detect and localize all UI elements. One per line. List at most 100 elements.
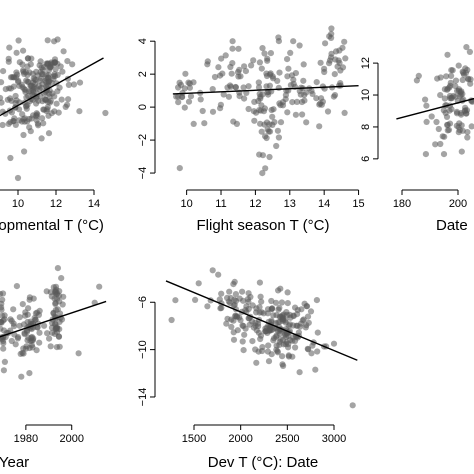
scatter-point [236,295,243,302]
scatter-point [256,90,263,97]
scatter-point [245,83,252,90]
scatter-point [215,271,222,278]
scatter-point [258,65,265,72]
scatter-point [52,66,59,73]
scatter-point [0,325,4,332]
scatter-point [7,154,14,162]
scatter-point [449,67,456,74]
scatter-point [440,107,447,114]
scatter-point [12,341,19,348]
scatter-point [10,306,17,313]
scatter-point [16,106,23,113]
scatter-point [5,55,12,62]
scatter-point [30,295,37,302]
scatter-point [235,45,242,52]
scatter-point [313,297,320,304]
x-tick-label: 200 [449,198,467,210]
scatter-point [228,323,235,330]
scatter-point [35,82,42,90]
x-axis-title: Dev T (°C): Date [208,454,318,471]
scatter-point [467,80,474,87]
y-tick-label: 10 [360,89,372,101]
scatter-point [308,350,315,357]
scatter-point [262,328,269,335]
scatter-point [462,104,469,111]
regression-line [0,300,107,338]
scatter-point [245,290,252,297]
scatter-point [330,340,338,347]
scatter-point [292,111,299,118]
scatter-point [245,105,252,113]
scatter-point [25,305,32,312]
x-tick-label: 13 [284,198,296,210]
scatter-point [38,135,45,142]
scatter-point [40,120,47,127]
scatter-point [276,69,283,76]
x-tick-label: 2500 [275,433,299,445]
scatter-point [175,99,182,106]
scatter-point [182,70,189,77]
scatter-point [28,342,35,349]
scatter-point [70,81,78,88]
y-tick-label: −10 [137,340,149,359]
scatter-point [54,88,61,95]
scatter-point [276,341,283,348]
scatter-point [185,79,192,86]
scatter-point [440,151,448,158]
y-tick-label: −2 [137,134,149,147]
x-tick-label: 2000 [228,433,252,445]
scatter-point [277,119,285,126]
scatter-point [286,321,294,328]
x-tick-label: 12 [249,198,261,210]
scatter-point [284,109,291,116]
scatter-point [307,308,315,315]
scatter-point [230,281,237,288]
scatter-point [10,320,17,327]
scatter-point [459,90,466,98]
scatter-point [49,329,56,336]
scatter-point [260,310,267,317]
scatter-point [264,57,271,64]
scatter-point [41,322,48,329]
scatter-point [211,73,219,81]
scatter-point [228,70,235,77]
scatter-point [245,315,252,322]
scatter-point [253,359,260,366]
scatter-point [337,82,344,89]
scatter-point [342,55,349,62]
x-tick-label: 11 [215,198,226,210]
scatter-point [225,93,232,100]
scatter-point [314,348,321,355]
scatter-point [36,62,43,69]
scatter-point [54,295,61,302]
y-tick-label: 2 [137,71,149,77]
scatter-point [428,113,435,120]
scatter-point [288,72,296,79]
scatter-point [267,50,274,57]
scatter-point [17,350,24,357]
scatter-point [263,70,270,77]
scatter-point [237,73,244,80]
scatter-point [252,319,259,326]
scatter-point [204,303,211,310]
scatter-point [326,60,333,67]
scatter-point [24,55,31,62]
x-tick-label: 2000 [59,433,83,445]
scatter-point [232,291,239,298]
scatter-point [13,283,20,290]
scatter-point [0,79,5,86]
scatter-point [229,38,236,45]
scatter-point [316,123,323,130]
scatter-point [269,113,276,120]
scatter-point [432,141,439,148]
scatter-point [48,110,55,117]
scatter-point [16,322,23,329]
scatter-point [456,120,463,127]
y-tick-label: −4 [137,167,149,180]
regression-line [0,57,104,117]
scatter-point [452,83,459,90]
scatter-point [209,267,216,274]
scatter-point [284,300,291,307]
y-tick-label: 0 [137,104,149,110]
scatter-point [297,91,304,98]
